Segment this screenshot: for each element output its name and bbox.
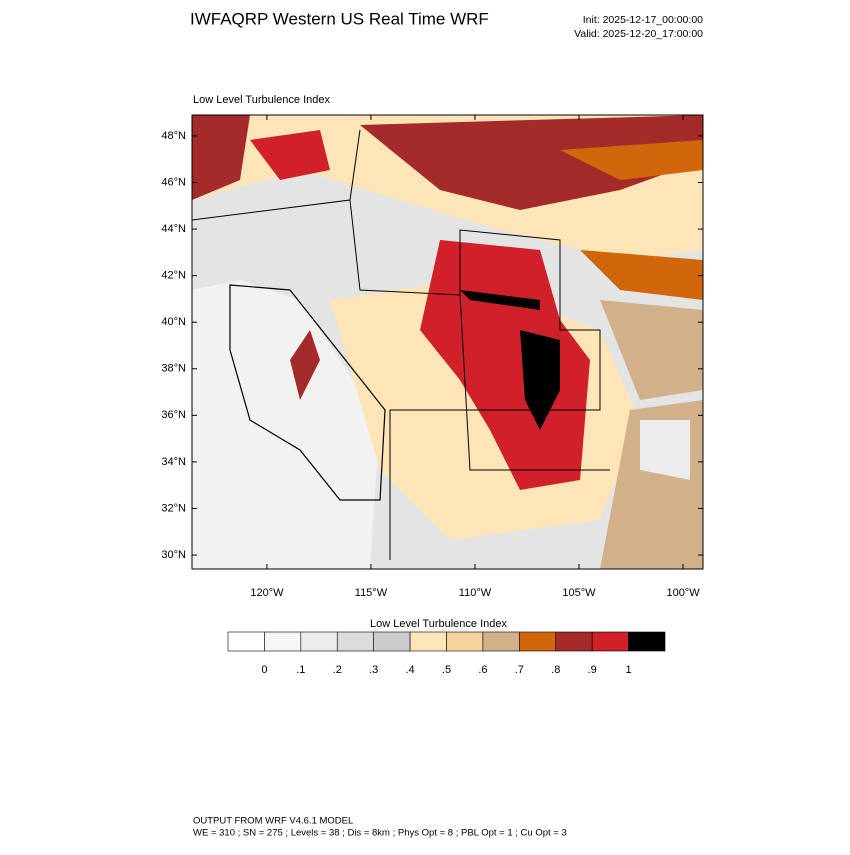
map-frame (191, 114, 704, 570)
colorbar-label: .4 (405, 664, 414, 676)
colorbar-box (591, 631, 629, 652)
x-tick-label: 100°W (666, 587, 700, 599)
x-tick-label: 110°W (459, 587, 492, 599)
colorbar-label: .7 (515, 664, 524, 676)
colorbar-box (446, 631, 484, 652)
colorbar-box (519, 631, 557, 652)
colorbar-title: Low Level Turbulence Index (370, 618, 507, 630)
y-tick-label: 36°N (161, 409, 186, 421)
y-tick-label: 40°N (161, 316, 186, 328)
colorbar-label: .3 (369, 664, 378, 676)
subtitle: Low Level Turbulence Index (193, 94, 330, 106)
footer-line: OUTPUT FROM WRF V4.6.1 MODEL (193, 816, 353, 827)
y-tick-label: 46°N (161, 176, 186, 188)
map-field (192, 115, 703, 569)
valid-time: Valid: 2025-12-20_17:00:00 (574, 28, 703, 40)
colorbar-box (482, 631, 520, 652)
footer: OUTPUT FROM WRF V4.6.1 MODEL WE = 310 ; … (193, 816, 567, 839)
colorbar-label: .2 (333, 664, 342, 676)
colorbar-label: .6 (478, 664, 487, 676)
y-tick-label: 32°N (161, 502, 186, 514)
colorbar-label: .5 (442, 664, 451, 676)
colorbar-label: .9 (588, 664, 597, 676)
colorbar-box (300, 631, 338, 652)
y-tick-label: 34°N (161, 456, 186, 468)
footer-line: WE = 310 ; SN = 275 ; Levels = 38 ; Dis … (193, 828, 567, 839)
colorbar-box (373, 631, 411, 652)
y-tick-label: 44°N (161, 223, 186, 235)
colorbar-label: .8 (551, 664, 560, 676)
colorbar-label: 1 (626, 664, 632, 676)
y-tick-label: 48°N (161, 130, 186, 142)
y-tick-label: 30°N (161, 549, 186, 561)
y-tick-label: 38°N (161, 363, 186, 375)
title: IWFAQRP Western US Real Time WRF (190, 9, 489, 28)
colorbar-label: .1 (296, 664, 305, 676)
colorbar-box (264, 631, 302, 652)
colorbar-box (555, 631, 593, 652)
colorbar-box (409, 631, 447, 652)
colorbar-box (628, 631, 666, 652)
colorbar-box (336, 631, 374, 652)
colorbar-label: 0 (261, 664, 267, 676)
y-tick-label: 42°N (161, 270, 186, 282)
x-tick-label: 120°W (250, 587, 284, 599)
x-tick-label: 105°W (562, 587, 596, 599)
x-tick-label: 115°W (355, 587, 388, 599)
init-time: Init: 2025-12-17_00:00:00 (583, 14, 703, 26)
colorbar-box (227, 631, 265, 652)
